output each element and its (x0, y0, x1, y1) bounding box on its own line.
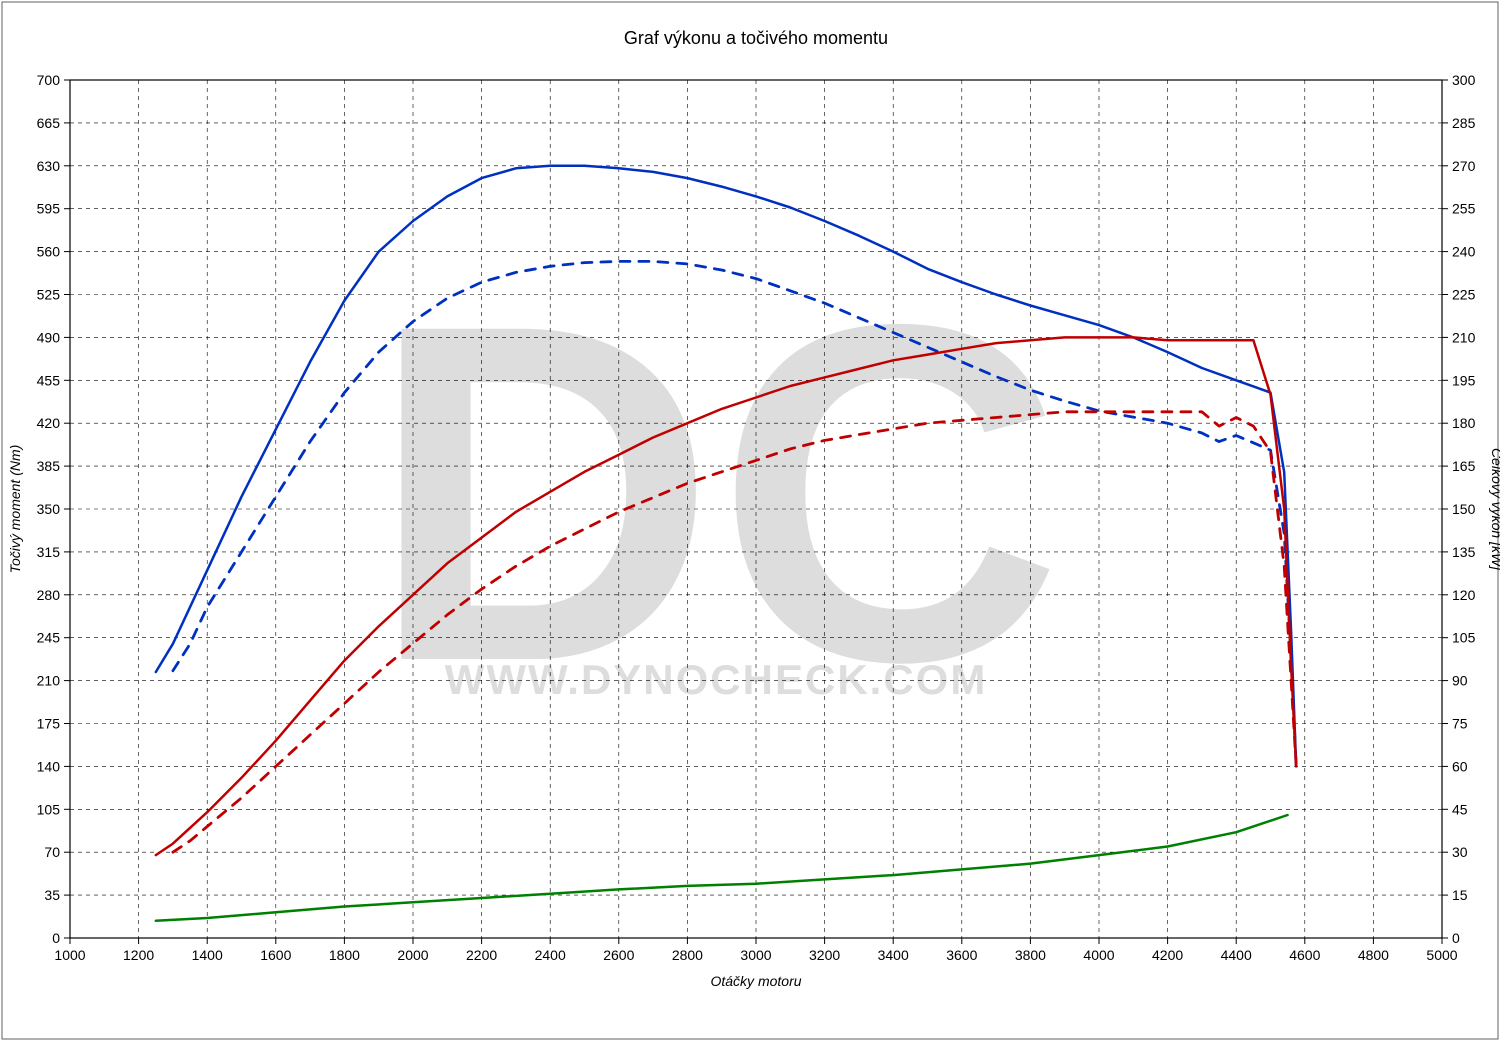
yr-tick-label: 285 (1452, 115, 1476, 131)
x-tick-label: 4000 (1083, 947, 1114, 963)
yr-tick-label: 150 (1452, 501, 1476, 517)
yr-tick-label: 165 (1452, 458, 1476, 474)
yl-tick-label: 595 (37, 201, 61, 217)
yr-tick-label: 60 (1452, 758, 1468, 774)
x-axis-label: Otáčky motoru (710, 973, 801, 989)
chart-title: Graf výkonu a točivého momentu (624, 28, 888, 48)
yl-tick-label: 630 (37, 158, 61, 174)
yl-tick-label: 70 (44, 844, 60, 860)
x-tick-label: 1400 (192, 947, 223, 963)
yr-tick-label: 30 (1452, 844, 1468, 860)
x-tick-label: 4400 (1221, 947, 1252, 963)
yl-tick-label: 665 (37, 115, 61, 131)
yl-tick-label: 455 (37, 372, 61, 388)
yr-tick-label: 105 (1452, 630, 1476, 646)
yr-tick-label: 180 (1452, 415, 1476, 431)
x-tick-label: 3200 (809, 947, 840, 963)
x-tick-label: 2200 (466, 947, 497, 963)
yl-tick-label: 560 (37, 244, 61, 260)
x-tick-label: 3400 (878, 947, 909, 963)
yl-tick-label: 385 (37, 458, 61, 474)
yr-tick-label: 240 (1452, 244, 1476, 260)
x-tick-label: 2400 (535, 947, 566, 963)
yr-tick-label: 75 (1452, 716, 1468, 732)
x-tick-label: 3600 (946, 947, 977, 963)
yl-tick-label: 175 (37, 716, 61, 732)
x-tick-label: 1800 (329, 947, 360, 963)
yr-tick-label: 120 (1452, 587, 1476, 603)
yl-tick-label: 700 (37, 72, 61, 88)
yr-tick-label: 195 (1452, 372, 1476, 388)
yl-tick-label: 140 (37, 758, 61, 774)
yr-tick-label: 90 (1452, 673, 1468, 689)
yr-tick-label: 270 (1452, 158, 1476, 174)
yr-tick-label: 225 (1452, 287, 1476, 303)
x-tick-label: 2600 (603, 947, 634, 963)
y-axis-right-label: Celkový výkon [kW] (1489, 448, 1500, 571)
x-tick-label: 2800 (672, 947, 703, 963)
yl-tick-label: 0 (52, 930, 60, 946)
yr-tick-label: 135 (1452, 544, 1476, 560)
x-tick-label: 5000 (1426, 947, 1457, 963)
x-tick-label: 1000 (54, 947, 85, 963)
x-tick-label: 4600 (1289, 947, 1320, 963)
yl-tick-label: 420 (37, 415, 61, 431)
x-tick-label: 3800 (1015, 947, 1046, 963)
yr-tick-label: 45 (1452, 801, 1468, 817)
yl-tick-label: 490 (37, 329, 61, 345)
dyno-chart: DCWWW.DYNOCHECK.COM100012001400160018002… (0, 0, 1500, 1041)
x-tick-label: 2000 (397, 947, 428, 963)
yr-tick-label: 0 (1452, 930, 1460, 946)
yl-tick-label: 35 (44, 887, 60, 903)
x-tick-label: 3000 (740, 947, 771, 963)
x-tick-label: 4200 (1152, 947, 1183, 963)
yl-tick-label: 280 (37, 587, 61, 603)
svg-text:WWW.DYNOCHECK.COM: WWW.DYNOCHECK.COM (445, 656, 988, 703)
x-tick-label: 4800 (1358, 947, 1389, 963)
x-tick-label: 1600 (260, 947, 291, 963)
yl-tick-label: 525 (37, 287, 61, 303)
yr-tick-label: 15 (1452, 887, 1468, 903)
y-axis-left-label: Točivý moment (Nm) (7, 445, 23, 574)
yr-tick-label: 300 (1452, 72, 1476, 88)
yr-tick-label: 210 (1452, 329, 1476, 345)
yl-tick-label: 350 (37, 501, 61, 517)
yl-tick-label: 245 (37, 630, 61, 646)
yl-tick-label: 210 (37, 673, 61, 689)
yl-tick-label: 105 (37, 801, 61, 817)
x-tick-label: 1200 (123, 947, 154, 963)
yr-tick-label: 255 (1452, 201, 1476, 217)
yl-tick-label: 315 (37, 544, 61, 560)
